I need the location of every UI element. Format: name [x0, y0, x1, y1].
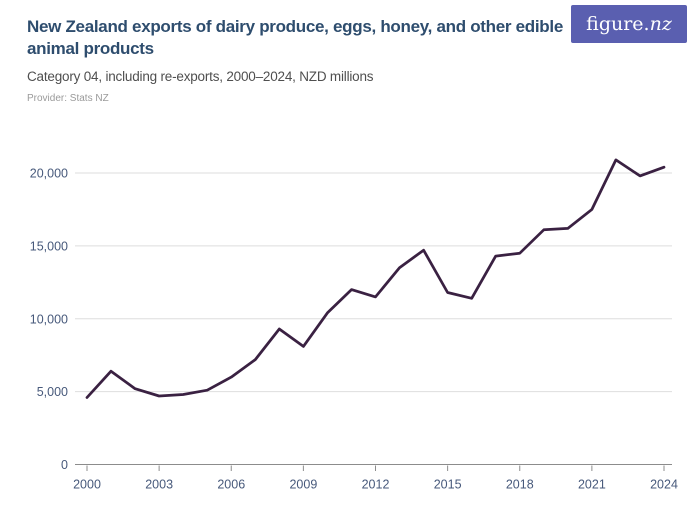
x-axis-tick-label: 2024: [650, 478, 678, 492]
y-axis-tick-label: 0: [61, 458, 68, 472]
figure-nz-wordmark: figure.nz: [586, 12, 672, 35]
chart-header: New Zealand exports of dairy produce, eg…: [27, 16, 567, 104]
data-line-exports: [85, 158, 666, 399]
x-axis-tick-label: 2006: [217, 478, 245, 492]
y-axis-tick-label: 15,000: [30, 239, 68, 253]
x-axis-tick-label: 2015: [434, 478, 462, 492]
chart-provider: Provider: Stats NZ: [27, 93, 109, 104]
x-axis-tick-label: 2003: [145, 478, 173, 492]
x-axis-tick-label: 2000: [73, 478, 101, 492]
figure-nz-logo[interactable]: figure.nz: [571, 5, 687, 43]
x-axis-tick-label: 2012: [362, 478, 390, 492]
y-axis-tick-label: 10,000: [30, 312, 68, 326]
y-axis-tick-label: 5,000: [37, 385, 68, 399]
y-axis-tick-label: 20,000: [30, 167, 68, 181]
x-axis-tick-label: 2018: [506, 478, 534, 492]
x-axis-tick-label: 2009: [289, 478, 317, 492]
figure-nz-wordmark-suffix: nz: [649, 12, 672, 35]
x-axis-tick-label: 2021: [578, 478, 606, 492]
figure-nz-wordmark-prefix: figure.: [586, 12, 650, 35]
chart-title: New Zealand exports of dairy produce, eg…: [27, 17, 563, 58]
chart-subtitle: Category 04, including re-exports, 2000–…: [27, 69, 374, 84]
